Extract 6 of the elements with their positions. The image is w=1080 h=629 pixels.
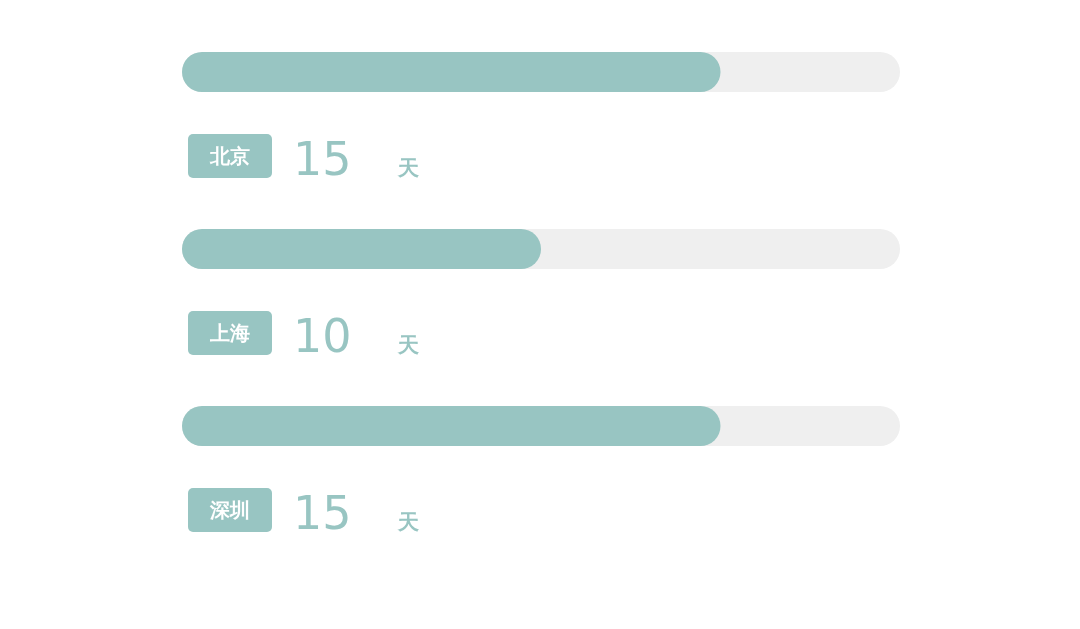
y-tick-label: 深圳: [209, 498, 250, 522]
y-tick-label: 北京: [209, 144, 250, 168]
data-label: 15 天: [293, 486, 419, 540]
data-label: 15 天: [293, 132, 419, 186]
y-tick-label: 上海: [209, 321, 250, 345]
data-label: 10 天: [293, 309, 419, 363]
